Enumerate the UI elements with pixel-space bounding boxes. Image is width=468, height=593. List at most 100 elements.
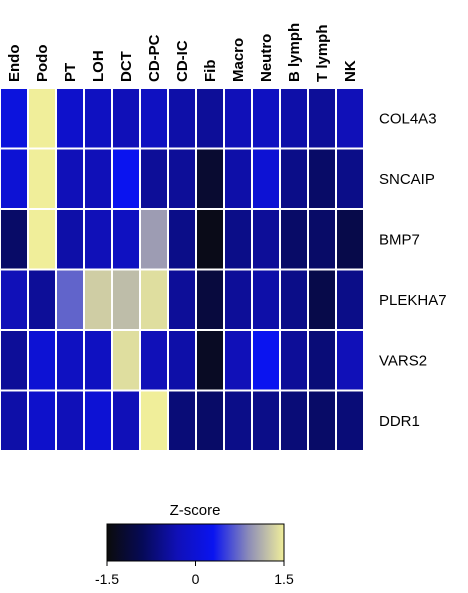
heatmap-cells (0, 87, 365, 452)
column-label: Macro (230, 38, 247, 82)
colorbar-title: Z-score (170, 502, 221, 519)
heatmap-cell (111, 208, 141, 271)
heatmap-cell (335, 389, 365, 452)
row-label: SNCAIP (379, 171, 435, 188)
heatmap-cell (251, 389, 281, 452)
heatmap-cell (111, 329, 141, 392)
heatmap-cell (335, 329, 365, 392)
colorbar-ticks: -1.5 0 1.5 (95, 561, 294, 587)
heatmap-cell (83, 329, 113, 392)
heatmap-cell (0, 87, 29, 150)
heatmap-cell (139, 87, 169, 150)
heatmap-cell (55, 329, 85, 392)
heatmap-cell (279, 329, 309, 392)
heatmap-cell (307, 147, 337, 210)
heatmap-cell (27, 208, 57, 271)
column-label: DCT (118, 51, 135, 82)
heatmap-cell (223, 147, 253, 210)
heatmap-cell (279, 208, 309, 271)
heatmap-cell (167, 87, 197, 150)
heatmap-cell (55, 147, 85, 210)
heatmap-cell (139, 329, 169, 392)
colorbar-tick-label: -1.5 (95, 571, 119, 587)
heatmap-cell (279, 268, 309, 331)
heatmap-cell (195, 329, 225, 392)
column-label: Fib (202, 60, 219, 83)
heatmap-cell (279, 147, 309, 210)
row-label: DDR1 (379, 413, 420, 430)
heatmap-cell (335, 268, 365, 331)
row-label: PLEKHA7 (379, 292, 447, 309)
heatmap-cell (0, 329, 29, 392)
column-label: Endo (6, 45, 23, 83)
heatmap-cell (195, 268, 225, 331)
heatmap-cell (0, 208, 29, 271)
heatmap-cell (55, 389, 85, 452)
heatmap-cell (195, 87, 225, 150)
heatmap-cell (195, 147, 225, 210)
colorbar-tick-label: 0 (192, 571, 200, 587)
column-label: NK (342, 60, 359, 82)
heatmap-cell (167, 208, 197, 271)
column-label: PT (62, 63, 79, 82)
heatmap-cell (55, 87, 85, 150)
heatmap-cell (335, 147, 365, 210)
heatmap-cell (251, 329, 281, 392)
heatmap-cell (0, 268, 29, 331)
heatmap-cell (223, 208, 253, 271)
heatmap-cell (307, 87, 337, 150)
column-label: CD-PC (146, 34, 163, 82)
heatmap-cell (279, 87, 309, 150)
column-label: Neutro (258, 34, 275, 82)
heatmap-cell (223, 87, 253, 150)
heatmap-cell (307, 208, 337, 271)
heatmap-cell (139, 147, 169, 210)
heatmap-cell (167, 147, 197, 210)
row-label: COL4A3 (379, 110, 437, 127)
heatmap-cell (83, 147, 113, 210)
heatmap-cell (111, 268, 141, 331)
colorbar-legend: Z-score -1.5 0 1.5 (95, 502, 294, 587)
heatmap-cell (167, 389, 197, 452)
column-labels: Endo Podo PT LOH DCT CD-PC CD-IC Fib Macro Neutro… (6, 23, 359, 82)
heatmap-cell (139, 268, 169, 331)
heatmap-cell (335, 208, 365, 271)
column-label: LOH (90, 50, 107, 82)
heatmap-cell (251, 268, 281, 331)
column-label: T lymph (314, 24, 331, 82)
column-label: Podo (34, 45, 51, 83)
column-label: B lymph (286, 23, 303, 82)
heatmap-cell (167, 268, 197, 331)
heatmap-cell (0, 147, 29, 210)
heatmap-cell (111, 389, 141, 452)
heatmap-cell (307, 268, 337, 331)
row-label: BMP7 (379, 231, 420, 248)
heatmap-cell (195, 389, 225, 452)
heatmap-cell (55, 208, 85, 271)
heatmap-cell (27, 87, 57, 150)
heatmap-cell (279, 389, 309, 452)
heatmap-cell (223, 389, 253, 452)
heatmap-cell (335, 87, 365, 150)
heatmap-cell (27, 389, 57, 452)
heatmap-cell (139, 389, 169, 452)
heatmap-cell (223, 329, 253, 392)
heatmap-cell (83, 268, 113, 331)
heatmap-cell (251, 147, 281, 210)
heatmap-cell (27, 268, 57, 331)
heatmap-cell (307, 329, 337, 392)
heatmap-cell (111, 87, 141, 150)
heatmap-cell (55, 268, 85, 331)
heatmap-cell (167, 329, 197, 392)
heatmap-cell (307, 389, 337, 452)
row-labels: COL4A3 SNCAIP BMP7 PLEKHA7 VARS2 DDR1 (379, 110, 447, 430)
heatmap-cell (195, 208, 225, 271)
column-label: CD-IC (174, 40, 191, 82)
heatmap-cell (251, 87, 281, 150)
heatmap-cell (111, 147, 141, 210)
heatmap-cell (223, 268, 253, 331)
heatmap-cell (83, 87, 113, 150)
heatmap-cell (27, 329, 57, 392)
heatmap-cell (83, 208, 113, 271)
